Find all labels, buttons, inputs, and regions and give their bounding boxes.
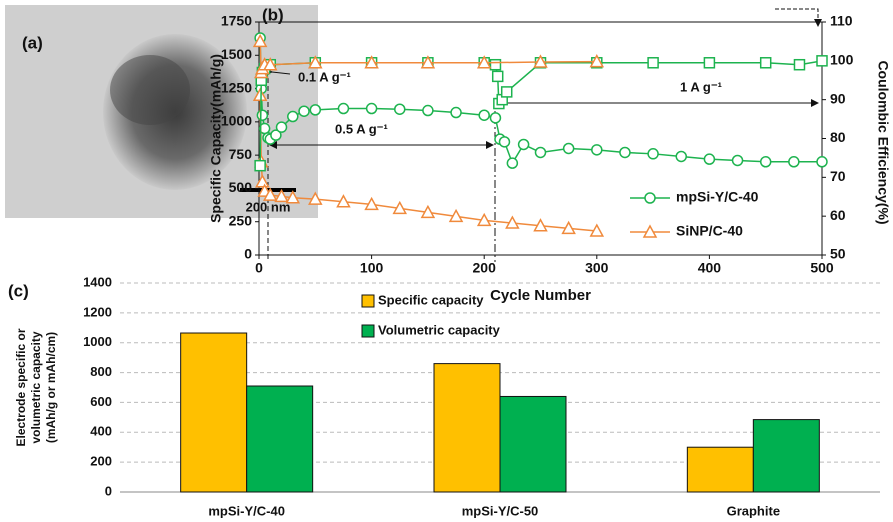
point <box>502 87 512 97</box>
y-tick-label: 1000 <box>83 334 112 349</box>
y2-tick-label: 90 <box>830 90 846 106</box>
y-axis-label: volumetric capacity <box>29 331 43 443</box>
annotation: 0.1 A g⁻¹ <box>298 69 351 84</box>
bar <box>434 364 500 492</box>
point <box>704 154 714 164</box>
particle <box>110 55 190 125</box>
point <box>493 71 503 81</box>
panel-label: (a) <box>22 33 43 52</box>
annotation: 1 A g⁻¹ <box>680 79 722 94</box>
point <box>255 161 265 171</box>
point <box>789 157 799 167</box>
y-tick-label: 250 <box>229 212 253 228</box>
point <box>620 147 630 157</box>
y-tick-label: 0 <box>244 246 252 262</box>
bar <box>500 396 566 492</box>
y-tick-label: 1500 <box>221 46 252 62</box>
y2-axis-label: Coulombic Efficiency(%) <box>875 60 891 224</box>
y-tick-label: 500 <box>229 179 253 195</box>
point <box>479 110 489 120</box>
tem-image-panel: (a) 200 nm <box>5 5 318 218</box>
point <box>761 58 771 68</box>
axis-arrow <box>775 9 818 26</box>
panel-label: (b) <box>262 5 284 24</box>
legend-marker <box>645 193 655 203</box>
point <box>367 104 377 114</box>
point <box>257 110 267 120</box>
legend-label: SiNP/C-40 <box>676 223 743 239</box>
point <box>733 155 743 165</box>
y-axis-label: (mAh/g or mAh/cm) <box>44 332 58 443</box>
x-tick-label: Graphite <box>727 503 780 518</box>
point <box>519 139 529 149</box>
y2-tick-label: 100 <box>830 52 854 68</box>
y-tick-label: 1250 <box>221 79 252 95</box>
y2-tick-label: 50 <box>830 246 846 262</box>
y-tick-label: 800 <box>90 364 112 379</box>
x-tick-label: mpSi-Y/C-50 <box>462 503 539 518</box>
x-tick-label: 0 <box>255 260 263 276</box>
bar <box>181 333 247 492</box>
legend-swatch <box>362 325 374 337</box>
y-axis-label: Specific Capacity(mAh/g) <box>208 54 224 223</box>
point <box>299 106 309 116</box>
legend-swatch <box>362 295 374 307</box>
point <box>817 157 827 167</box>
bar <box>247 386 313 492</box>
point <box>761 157 771 167</box>
point <box>288 112 298 122</box>
x-tick-label: mpSi-Y/C-40 <box>208 503 285 518</box>
x-tick-label: 400 <box>698 260 722 276</box>
point <box>564 143 574 153</box>
x-tick-label: 500 <box>810 260 834 276</box>
point <box>507 158 517 168</box>
y-axis-label: Electrode specific or <box>14 328 28 446</box>
point <box>536 147 546 157</box>
legend-label: Specific capacity <box>378 292 484 307</box>
point <box>490 60 500 70</box>
point <box>592 145 602 155</box>
y-tick-label: 200 <box>90 454 112 469</box>
legend-label: Volumetric capacity <box>378 322 501 337</box>
y-tick-label: 600 <box>90 394 112 409</box>
point <box>817 56 827 66</box>
y-tick-label: 1200 <box>83 304 112 319</box>
point <box>794 60 804 70</box>
point <box>490 113 500 123</box>
point <box>676 151 686 161</box>
y2-tick-label: 80 <box>830 129 846 145</box>
point <box>338 104 348 114</box>
y-tick-label: 0 <box>105 483 112 498</box>
panel-label: (c) <box>8 281 29 300</box>
x-tick-label: 200 <box>473 260 497 276</box>
y-tick-label: 400 <box>90 424 112 439</box>
y-tick-label: 1750 <box>221 13 252 29</box>
point <box>648 58 658 68</box>
point <box>499 137 509 147</box>
y-tick-label: 1400 <box>83 274 112 289</box>
annotation: 0.5 A g⁻¹ <box>335 121 388 136</box>
y2-tick-label: 70 <box>830 168 846 184</box>
point <box>704 58 714 68</box>
point <box>395 104 405 114</box>
x-axis-label: Cycle Number <box>490 287 591 304</box>
point <box>310 105 320 115</box>
legend-label: mpSi-Y/C-40 <box>676 189 759 205</box>
point <box>648 149 658 159</box>
y-tick-label: 1000 <box>221 113 252 129</box>
y2-tick-label: 110 <box>830 13 853 29</box>
point <box>277 122 287 132</box>
point <box>451 108 461 118</box>
x-tick-label: 100 <box>360 260 384 276</box>
bar <box>753 420 819 492</box>
bar <box>687 447 753 492</box>
x-tick-label: 300 <box>585 260 609 276</box>
figure: (a) 200 nm 0.1 A g⁻¹ 0.5 A g⁻¹ 1 A g⁻¹ 0… <box>0 0 893 522</box>
y2-tick-label: 60 <box>830 207 846 223</box>
point <box>423 106 433 116</box>
y-tick-label: 750 <box>229 146 253 162</box>
